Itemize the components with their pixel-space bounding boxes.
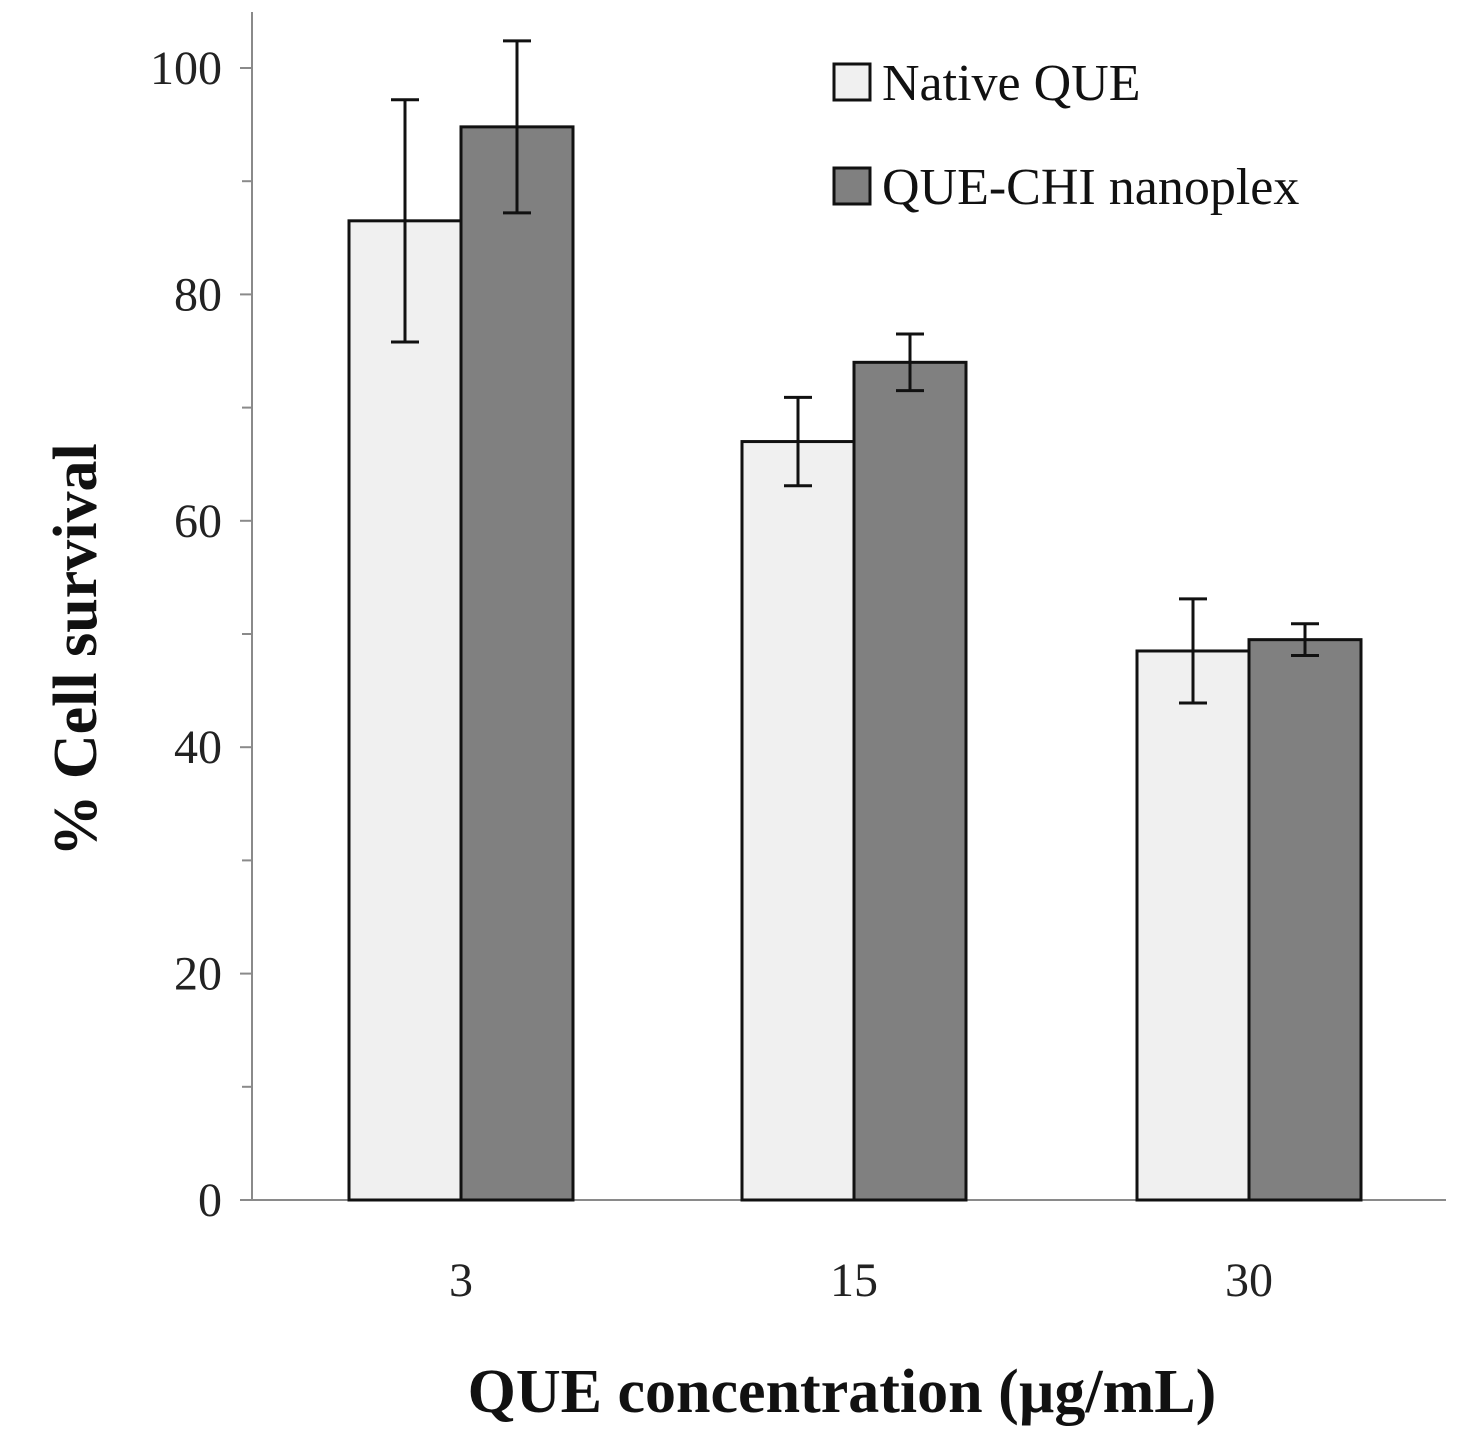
y-tick-label: 60 [174,495,222,548]
error-bar [784,395,812,488]
error-bar [503,39,531,215]
bar-que-chi-nanoplex-30 [1247,638,1363,1202]
legend-label: Native QUE [882,55,1140,112]
y-tick-label: 20 [174,948,222,1001]
bar-que-chi-nanoplex-3 [459,125,575,1202]
bar-que-chi-nanoplex-15 [852,360,968,1202]
error-bar [1179,597,1207,705]
legend-swatch [832,62,872,102]
x-tick-label: 3 [449,1254,473,1307]
error-bar [1291,622,1319,658]
x-axis-title: QUE concentration (µg/mL) [468,1358,1217,1426]
labels-group: QUE concentration (µg/mL) % Cell surviva… [42,443,1216,1426]
y-tick-label: 40 [174,721,222,774]
y-tick-label: 0 [198,1174,222,1227]
legend-swatch [832,166,872,206]
legend-item: Native QUE [832,55,1140,112]
x-tick-label: 30 [1225,1254,1273,1307]
error-bar [896,332,924,393]
y-tick-label: 80 [174,268,222,321]
y-tick-label: 100 [150,42,222,95]
bars-group [347,125,1363,1202]
x-tick-label: 15 [830,1254,878,1307]
legend-item: QUE-CHI nanoplex [832,159,1299,216]
y-axis-title: % Cell survival [42,443,110,856]
ticks-group: 0 20 40 60 80 100 3 15 30 [150,42,1273,1307]
error-bar [391,98,419,344]
errorbars-group [391,39,1319,705]
bar-native-que-3 [347,219,463,1202]
bar-native-que-30 [1135,649,1251,1202]
bar-native-que-15 [740,440,856,1202]
legend: Native QUE QUE-CHI nanoplex [832,55,1299,216]
legend-label: QUE-CHI nanoplex [882,159,1299,216]
